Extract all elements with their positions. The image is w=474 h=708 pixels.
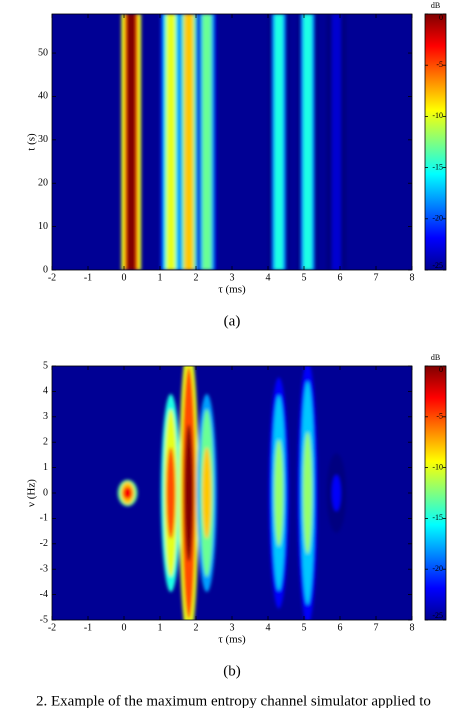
colorbar-label: dB xyxy=(431,1,440,10)
colorbar-tick-label: -20 xyxy=(432,214,443,223)
y-axis-label: t (s) xyxy=(26,133,38,151)
colorbar-label: dB xyxy=(431,353,440,362)
y-tick-label: -2 xyxy=(40,538,48,549)
figure-caption: 2. Example of the maximum entropy channe… xyxy=(36,693,431,708)
plot-background xyxy=(52,366,412,620)
y-tick-label: 1 xyxy=(43,462,48,473)
x-tick-label: 7 xyxy=(374,622,379,633)
x-tick-label: 8 xyxy=(410,622,415,633)
colorbar-tick-label: 0 xyxy=(439,365,443,374)
colorbar-tick-label: -5 xyxy=(436,60,443,69)
x-tick-label: -1 xyxy=(84,272,92,283)
y-tick-label: -4 xyxy=(40,589,48,600)
x-axis-label: τ (ms) xyxy=(218,284,246,296)
x-tick-label: 0 xyxy=(122,272,127,283)
x-tick-label: 7 xyxy=(374,272,379,283)
x-tick-label: 4 xyxy=(266,272,271,283)
y-tick-label: 0 xyxy=(43,264,48,275)
tap xyxy=(184,14,194,270)
heatmap xyxy=(117,366,347,620)
tap xyxy=(202,14,212,270)
y-tick-label: 20 xyxy=(38,178,48,189)
x-tick-label: -2 xyxy=(48,622,56,633)
x-tick-label: 4 xyxy=(266,622,271,633)
x-tick-label: 2 xyxy=(194,622,199,633)
colorbar-tick-label: -15 xyxy=(432,513,443,522)
x-tick-label: 3 xyxy=(230,272,235,283)
y-tick-label: 3 xyxy=(43,411,48,422)
tap xyxy=(331,14,341,270)
y-tick-label: 4 xyxy=(43,386,48,397)
colorbar-tick-label: -20 xyxy=(432,564,443,573)
tap xyxy=(166,447,176,539)
x-tick-label: 8 xyxy=(410,272,415,283)
y-tick-label: -3 xyxy=(40,563,48,574)
x-tick-label: 5 xyxy=(302,622,307,633)
y-tick-label: 10 xyxy=(38,221,48,232)
y-tick-label: 0 xyxy=(43,487,48,498)
colorbar-tick-label: -15 xyxy=(432,162,443,171)
colorbar-tick-label: -5 xyxy=(436,412,443,421)
y-tick-label: 5 xyxy=(43,360,48,371)
plot-background xyxy=(52,14,412,270)
tap xyxy=(274,14,284,270)
tap xyxy=(202,447,212,539)
x-tick-label: 3 xyxy=(230,622,235,633)
x-axis-label: τ (ms) xyxy=(218,634,246,646)
heatmap xyxy=(121,14,347,270)
colorbar xyxy=(424,13,447,271)
y-tick-label: 50 xyxy=(38,47,48,58)
caption: (b) xyxy=(223,663,241,679)
tap xyxy=(331,474,341,512)
x-tick-label: 2 xyxy=(194,272,199,283)
x-tick-label: 0 xyxy=(122,622,127,633)
colorbar xyxy=(424,365,447,621)
tap xyxy=(274,439,284,547)
caption: (a) xyxy=(224,313,241,329)
colorbar-tick-label: -10 xyxy=(432,111,443,120)
x-tick-label: 1 xyxy=(158,272,163,283)
y-tick-label: 2 xyxy=(43,436,48,447)
x-tick-label: 1 xyxy=(158,622,163,633)
y-tick-label: 40 xyxy=(38,91,48,102)
colorbar-tick-label: -10 xyxy=(432,462,443,471)
x-tick-label: 6 xyxy=(338,622,343,633)
x-tick-label: -1 xyxy=(84,622,92,633)
colorbar-tick-label: -25 xyxy=(432,611,443,620)
y-tick-label: 30 xyxy=(38,134,48,145)
tap xyxy=(303,432,313,554)
y-axis-label: ν (Hz) xyxy=(26,479,38,507)
tap xyxy=(166,14,176,270)
tap xyxy=(184,424,194,562)
colorbar-tick-label: -25 xyxy=(432,261,443,270)
tap xyxy=(303,14,313,270)
y-tick-label: -1 xyxy=(40,513,48,524)
x-tick-label: -2 xyxy=(48,272,56,283)
tap xyxy=(126,14,136,270)
x-tick-label: 5 xyxy=(302,272,307,283)
tap xyxy=(123,486,133,500)
y-tick-label: -5 xyxy=(40,614,48,625)
x-tick-label: 6 xyxy=(338,272,343,283)
colorbar-tick-label: 0 xyxy=(439,13,443,22)
